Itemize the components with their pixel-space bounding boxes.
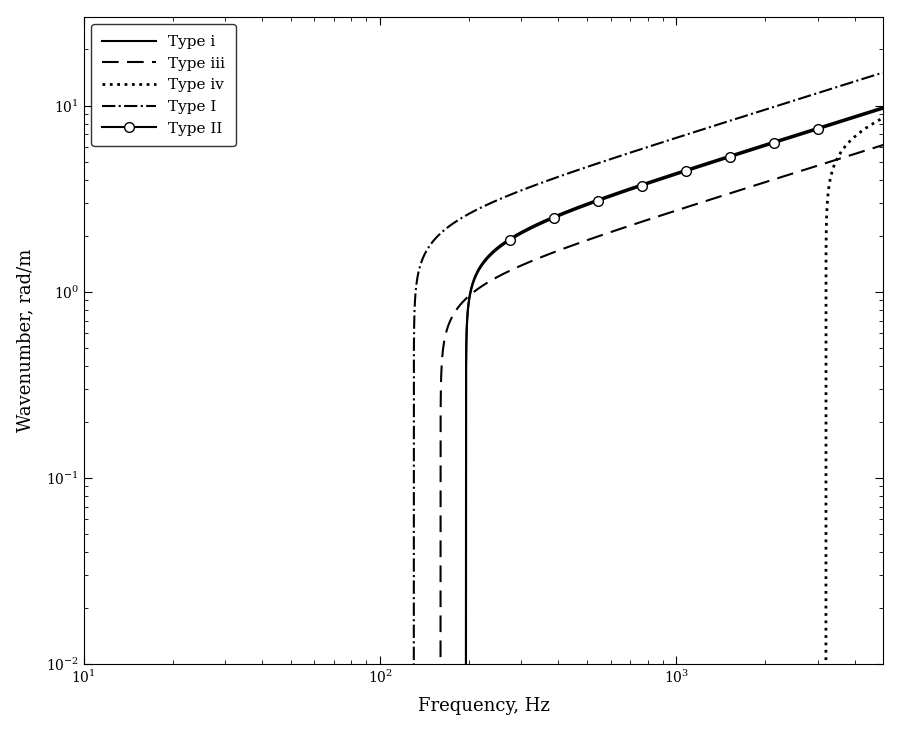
Type iii <box>609 226 620 235</box>
Type I <box>409 444 419 453</box>
Type iii <box>752 180 763 189</box>
Type II <box>608 192 618 201</box>
X-axis label: Frequency, Hz: Frequency, Hz <box>418 698 550 715</box>
Line: Type I: Type I <box>414 72 883 682</box>
Type iv <box>821 678 832 687</box>
Type i <box>775 135 786 144</box>
Type I <box>878 68 888 77</box>
Line: Type i: Type i <box>466 107 883 682</box>
Line: Type iv: Type iv <box>826 118 883 682</box>
Type I <box>409 373 419 382</box>
Type i <box>461 678 472 687</box>
Type I <box>409 501 419 510</box>
Type i <box>461 654 472 663</box>
Type iii <box>435 537 446 546</box>
Type iii <box>441 328 452 337</box>
Type iii <box>435 476 446 485</box>
Type II <box>473 266 484 274</box>
Type II <box>461 494 472 503</box>
Type iv <box>821 495 832 504</box>
Type I <box>435 229 446 238</box>
Type i <box>878 102 888 111</box>
Type I <box>409 361 419 370</box>
Type iv <box>878 113 888 122</box>
Type iv <box>821 562 832 571</box>
Type I <box>409 678 419 687</box>
Type i <box>858 109 868 118</box>
Type II <box>877 105 887 113</box>
Type i <box>463 307 473 315</box>
Type II <box>461 678 472 687</box>
Type iv <box>821 615 832 624</box>
Type iii <box>876 141 886 150</box>
Type i <box>461 475 472 484</box>
Type II <box>553 212 563 221</box>
Type iv <box>821 289 832 298</box>
Type I <box>409 362 419 371</box>
Line: Type iii: Type iii <box>440 145 883 682</box>
Type iv <box>821 569 832 578</box>
Type i <box>461 337 472 346</box>
Y-axis label: Wavenumber, rad/m: Wavenumber, rad/m <box>17 249 35 432</box>
Type II <box>677 168 688 177</box>
Line: Type II: Type II <box>466 109 882 682</box>
Type iii <box>878 141 888 149</box>
Legend: Type i, Type iii, Type iv, Type I, Type II: Type i, Type iii, Type iv, Type I, Type … <box>92 24 236 146</box>
Type iv <box>821 262 832 271</box>
Type iii <box>435 678 446 687</box>
Type II <box>471 272 482 280</box>
